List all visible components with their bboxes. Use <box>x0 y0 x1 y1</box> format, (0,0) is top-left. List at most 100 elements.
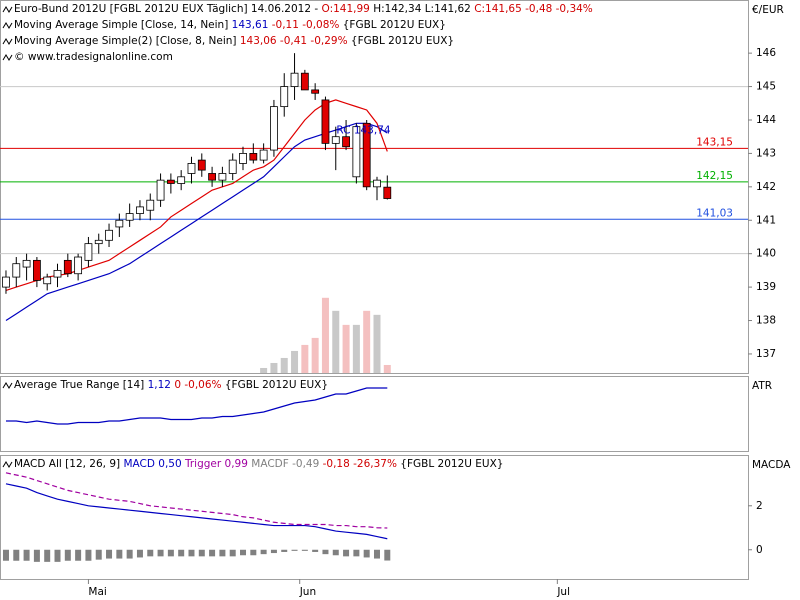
legend-text: H:142,34 L:141,62 <box>370 3 474 15</box>
candle-body <box>280 86 289 108</box>
y-tick-label: 0 <box>756 544 763 556</box>
histogram-bar <box>157 549 164 557</box>
x-tick-label: Jun <box>299 586 316 598</box>
legend-text: {FGBL 2012U EUX} <box>225 379 328 391</box>
panel-frame <box>0 455 749 580</box>
annotation: RC 143,74 <box>336 125 391 137</box>
axis-unit: ATR <box>752 380 772 392</box>
volume-bar <box>270 362 278 373</box>
candle-body <box>239 153 247 164</box>
volume-bar <box>352 324 360 373</box>
histogram-bar <box>13 549 20 561</box>
histogram-bar <box>270 549 277 554</box>
candle-body <box>218 173 227 181</box>
legend-icon <box>2 22 13 29</box>
legend-text: MACDF -0,49 <box>251 458 322 470</box>
candle-body <box>311 89 320 94</box>
legend-line: MACD All [12, 26, 9] MACD 0,50 Trigger 0… <box>14 458 503 470</box>
legend-icon <box>2 38 13 45</box>
histogram-bar <box>240 549 247 556</box>
histogram-bar <box>136 549 143 558</box>
legend-text: 143,61 <box>232 19 269 31</box>
volume-bar <box>332 310 340 373</box>
histogram-bar <box>54 549 61 562</box>
histogram-bar <box>281 549 288 552</box>
y-tick-label: 138 <box>756 315 776 327</box>
legend-icon <box>2 461 13 468</box>
candle-body <box>352 126 361 178</box>
legend-text: MACD All [12, 26, 9] <box>14 458 123 470</box>
histogram-bar <box>260 549 267 555</box>
legend-text: Moving Average Simple(2) [Close, 8, Nein… <box>14 35 240 47</box>
histogram-bar <box>322 549 329 555</box>
candle-body <box>197 159 206 171</box>
y-tick-label: 140 <box>756 248 776 260</box>
series-line <box>5 483 388 540</box>
histogram-bar <box>353 549 360 557</box>
volume-bar <box>383 364 391 373</box>
series-line <box>5 472 388 529</box>
histogram-bar <box>312 549 319 552</box>
legend-text: Average True Range [14] <box>14 379 148 391</box>
legend-text: {FGBL 2012U EUX} <box>400 458 503 470</box>
y-tick-label: 144 <box>756 114 776 126</box>
legend-line: Moving Average Simple(2) [Close, 8, Nein… <box>14 35 454 47</box>
histogram-bar <box>343 549 350 557</box>
histogram-bar <box>301 549 308 551</box>
candle-body <box>22 259 31 268</box>
legend-text: 143,06 -0,41 -0,29% <box>240 35 351 47</box>
y-tick-label: 145 <box>756 81 776 93</box>
volume-bar <box>373 314 381 373</box>
candle-body <box>373 179 381 188</box>
candle-body <box>84 243 93 261</box>
candle-body <box>125 213 134 221</box>
histogram-bar <box>75 549 82 561</box>
candle-body <box>2 276 10 288</box>
candle-body <box>331 136 340 144</box>
legend-line: © www.tradesignalonline.com <box>14 51 173 63</box>
histogram-bar <box>291 549 298 551</box>
histogram-bar <box>116 549 123 559</box>
volume-bar <box>321 297 329 373</box>
volume-bar <box>280 357 288 373</box>
candle-body <box>249 153 258 161</box>
y-tick-label: 142 <box>756 181 776 193</box>
legend-icon <box>2 382 13 389</box>
legend-text: 0 -0,06% <box>171 379 225 391</box>
candle-body <box>177 176 186 184</box>
y-tick-label: 139 <box>756 281 776 293</box>
histogram-bar <box>95 549 102 560</box>
histogram-bar <box>198 549 205 557</box>
legend-text: Moving Average Simple [Close, 14, Nein] <box>14 19 232 31</box>
legend-text: {FGBL 2012U EUX} <box>343 19 446 31</box>
y-tick-label: 2 <box>756 500 763 512</box>
legend-text: © www.tradesignalonline.com <box>14 51 173 63</box>
legend-text: {FGBL 2012U EUX} <box>351 35 454 47</box>
candle-body <box>156 179 165 201</box>
legend-text: MACD 0,50 <box>123 458 185 470</box>
legend-line: Moving Average Simple [Close, 14, Nein] … <box>14 19 446 31</box>
histogram-bar <box>44 549 51 562</box>
candle-body <box>53 269 62 278</box>
histogram-bar <box>373 549 380 559</box>
candle-body <box>74 256 83 275</box>
y-tick-label: 146 <box>756 47 776 59</box>
candle-body <box>187 163 196 174</box>
y-tick-label: 137 <box>756 348 776 360</box>
axis-unit: MACDA <box>752 459 791 471</box>
histogram-bar <box>219 549 226 557</box>
volume-bar <box>363 310 371 373</box>
legend-text: 1,12 <box>148 379 171 391</box>
histogram-bar <box>126 549 133 559</box>
candle-body <box>290 72 299 87</box>
histogram-bar <box>64 549 71 561</box>
volume-bar <box>260 367 268 373</box>
legend-line: Euro-Bund 2012U [FGBL 2012U EUX Täglich]… <box>14 3 593 15</box>
legend-text: -0,18 -26,37% <box>323 458 401 470</box>
histogram-bar <box>250 549 257 556</box>
legend-text: -0,11 -0,08% <box>268 19 342 31</box>
legend-text: Euro-Bund 2012U [FGBL 2012U EUX Täglich]… <box>14 3 322 15</box>
level-label: 143,15 <box>696 136 733 148</box>
legend-text: O:141,99 <box>322 3 370 15</box>
candle-body <box>115 219 124 228</box>
